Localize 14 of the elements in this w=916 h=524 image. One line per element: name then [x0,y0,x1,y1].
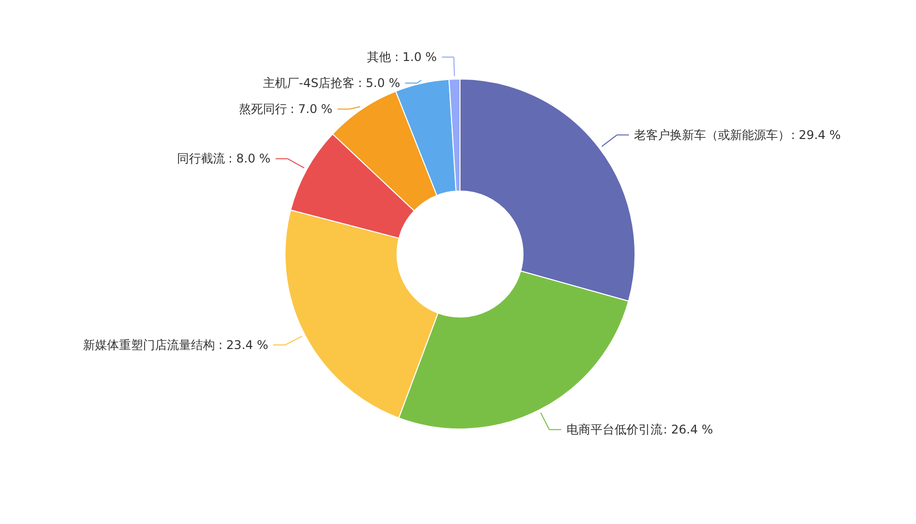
data-label: : 26.4 % [663,422,714,437]
data-label: : 1.0 % [394,50,437,64]
data-label: : 29.4 % [790,128,841,142]
slice-label: 电商平台低价引流 [566,422,662,437]
data-label: : 7.0 % [290,102,332,116]
slice-label: 其他 [367,50,392,64]
slice-label: 熬死同行 [238,102,287,116]
slice-label: 新媒体重塑门店流量结构 [83,338,216,352]
data-label: : 8.0 % [228,152,271,166]
slice-label: 主机厂-4S店抢客 [262,76,355,90]
data-label: : 5.0 % [358,76,400,90]
legend-label: 老客户换新车（或新能源车） [634,128,790,142]
slice-label: 同行截流 [176,152,225,166]
data-label: : 23.4 % [218,338,268,352]
